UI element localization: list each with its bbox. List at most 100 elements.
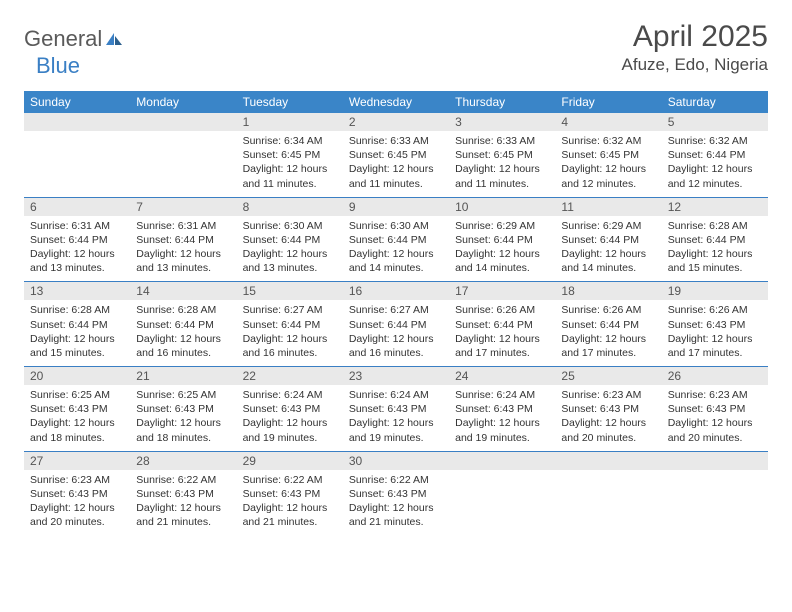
- sunset-text: Sunset: 6:43 PM: [349, 487, 443, 501]
- sunset-text: Sunset: 6:43 PM: [136, 487, 230, 501]
- daylight-text: Daylight: 12 hours and 20 minutes.: [668, 416, 762, 444]
- sunrise-text: Sunrise: 6:33 AM: [349, 134, 443, 148]
- calendar-cell: 24Sunrise: 6:24 AMSunset: 6:43 PMDayligh…: [449, 367, 555, 452]
- calendar-cell: 7Sunrise: 6:31 AMSunset: 6:44 PMDaylight…: [130, 197, 236, 282]
- sunrise-text: Sunrise: 6:31 AM: [30, 219, 124, 233]
- day-number: 1: [237, 113, 343, 131]
- day-number: 2: [343, 113, 449, 131]
- sunset-text: Sunset: 6:45 PM: [561, 148, 655, 162]
- sunset-text: Sunset: 6:43 PM: [668, 402, 762, 416]
- day-details: Sunrise: 6:22 AMSunset: 6:43 PMDaylight:…: [130, 470, 236, 536]
- day-details: Sunrise: 6:23 AMSunset: 6:43 PMDaylight:…: [555, 385, 661, 451]
- day-details: Sunrise: 6:32 AMSunset: 6:45 PMDaylight:…: [555, 131, 661, 197]
- daylight-text: Daylight: 12 hours and 19 minutes.: [455, 416, 549, 444]
- daylight-text: Daylight: 12 hours and 14 minutes.: [455, 247, 549, 275]
- day-number: 26: [662, 367, 768, 385]
- sunrise-text: Sunrise: 6:29 AM: [561, 219, 655, 233]
- sunset-text: Sunset: 6:43 PM: [30, 402, 124, 416]
- day-details: Sunrise: 6:31 AMSunset: 6:44 PMDaylight:…: [24, 216, 130, 282]
- calendar-cell: 6Sunrise: 6:31 AMSunset: 6:44 PMDaylight…: [24, 197, 130, 282]
- day-header-fri: Friday: [555, 91, 661, 113]
- sunrise-text: Sunrise: 6:27 AM: [349, 303, 443, 317]
- sunrise-text: Sunrise: 6:30 AM: [243, 219, 337, 233]
- calendar-cell: [130, 113, 236, 197]
- day-number: 20: [24, 367, 130, 385]
- day-details: Sunrise: 6:33 AMSunset: 6:45 PMDaylight:…: [449, 131, 555, 197]
- calendar-cell: 5Sunrise: 6:32 AMSunset: 6:44 PMDaylight…: [662, 113, 768, 197]
- daylight-text: Daylight: 12 hours and 13 minutes.: [30, 247, 124, 275]
- day-details: [449, 470, 555, 528]
- sunrise-text: Sunrise: 6:28 AM: [30, 303, 124, 317]
- calendar-week: 6Sunrise: 6:31 AMSunset: 6:44 PMDaylight…: [24, 197, 768, 282]
- sunrise-text: Sunrise: 6:26 AM: [561, 303, 655, 317]
- sunrise-text: Sunrise: 6:25 AM: [136, 388, 230, 402]
- day-number: 28: [130, 452, 236, 470]
- daylight-text: Daylight: 12 hours and 15 minutes.: [30, 332, 124, 360]
- sunset-text: Sunset: 6:44 PM: [243, 233, 337, 247]
- day-details: Sunrise: 6:22 AMSunset: 6:43 PMDaylight:…: [343, 470, 449, 536]
- day-header-row: Sunday Monday Tuesday Wednesday Thursday…: [24, 91, 768, 113]
- sunset-text: Sunset: 6:44 PM: [561, 233, 655, 247]
- sunset-text: Sunset: 6:43 PM: [136, 402, 230, 416]
- sunset-text: Sunset: 6:43 PM: [668, 318, 762, 332]
- daylight-text: Daylight: 12 hours and 16 minutes.: [243, 332, 337, 360]
- daylight-text: Daylight: 12 hours and 13 minutes.: [243, 247, 337, 275]
- daylight-text: Daylight: 12 hours and 16 minutes.: [136, 332, 230, 360]
- sunrise-text: Sunrise: 6:34 AM: [243, 134, 337, 148]
- day-details: Sunrise: 6:24 AMSunset: 6:43 PMDaylight:…: [343, 385, 449, 451]
- day-details: Sunrise: 6:26 AMSunset: 6:44 PMDaylight:…: [555, 300, 661, 366]
- day-details: Sunrise: 6:28 AMSunset: 6:44 PMDaylight:…: [662, 216, 768, 282]
- day-details: Sunrise: 6:26 AMSunset: 6:43 PMDaylight:…: [662, 300, 768, 366]
- day-number: 12: [662, 198, 768, 216]
- calendar-cell: 4Sunrise: 6:32 AMSunset: 6:45 PMDaylight…: [555, 113, 661, 197]
- sunset-text: Sunset: 6:44 PM: [30, 318, 124, 332]
- sunrise-text: Sunrise: 6:24 AM: [243, 388, 337, 402]
- daylight-text: Daylight: 12 hours and 21 minutes.: [136, 501, 230, 529]
- day-number: 19: [662, 282, 768, 300]
- calendar-week: 13Sunrise: 6:28 AMSunset: 6:44 PMDayligh…: [24, 282, 768, 367]
- calendar-cell: 27Sunrise: 6:23 AMSunset: 6:43 PMDayligh…: [24, 451, 130, 535]
- day-details: [130, 131, 236, 189]
- daylight-text: Daylight: 12 hours and 20 minutes.: [30, 501, 124, 529]
- calendar-cell: [555, 451, 661, 535]
- calendar-cell: 26Sunrise: 6:23 AMSunset: 6:43 PMDayligh…: [662, 367, 768, 452]
- calendar-cell: 8Sunrise: 6:30 AMSunset: 6:44 PMDaylight…: [237, 197, 343, 282]
- day-header-sun: Sunday: [24, 91, 130, 113]
- day-details: Sunrise: 6:29 AMSunset: 6:44 PMDaylight:…: [449, 216, 555, 282]
- daylight-text: Daylight: 12 hours and 11 minutes.: [243, 162, 337, 190]
- logo-text-general: General: [24, 26, 102, 52]
- calendar-week: 20Sunrise: 6:25 AMSunset: 6:43 PMDayligh…: [24, 367, 768, 452]
- day-details: Sunrise: 6:34 AMSunset: 6:45 PMDaylight:…: [237, 131, 343, 197]
- calendar-cell: 13Sunrise: 6:28 AMSunset: 6:44 PMDayligh…: [24, 282, 130, 367]
- day-number: 15: [237, 282, 343, 300]
- page-title: April 2025: [622, 20, 768, 54]
- sunrise-text: Sunrise: 6:29 AM: [455, 219, 549, 233]
- sunset-text: Sunset: 6:45 PM: [455, 148, 549, 162]
- day-number: 18: [555, 282, 661, 300]
- calendar-cell: 2Sunrise: 6:33 AMSunset: 6:45 PMDaylight…: [343, 113, 449, 197]
- sunrise-text: Sunrise: 6:32 AM: [668, 134, 762, 148]
- day-number: 16: [343, 282, 449, 300]
- sail-icon: [104, 31, 124, 47]
- day-header-mon: Monday: [130, 91, 236, 113]
- sunrise-text: Sunrise: 6:22 AM: [243, 473, 337, 487]
- daylight-text: Daylight: 12 hours and 18 minutes.: [136, 416, 230, 444]
- calendar-cell: 12Sunrise: 6:28 AMSunset: 6:44 PMDayligh…: [662, 197, 768, 282]
- sunset-text: Sunset: 6:43 PM: [243, 402, 337, 416]
- sunset-text: Sunset: 6:45 PM: [349, 148, 443, 162]
- day-number: 7: [130, 198, 236, 216]
- day-number: 11: [555, 198, 661, 216]
- day-details: Sunrise: 6:27 AMSunset: 6:44 PMDaylight:…: [237, 300, 343, 366]
- calendar-cell: [662, 451, 768, 535]
- daylight-text: Daylight: 12 hours and 14 minutes.: [349, 247, 443, 275]
- calendar-table: Sunday Monday Tuesday Wednesday Thursday…: [24, 91, 768, 535]
- calendar-cell: 1Sunrise: 6:34 AMSunset: 6:45 PMDaylight…: [237, 113, 343, 197]
- logo-text-blue: Blue: [36, 53, 80, 78]
- daylight-text: Daylight: 12 hours and 17 minutes.: [455, 332, 549, 360]
- sunrise-text: Sunrise: 6:27 AM: [243, 303, 337, 317]
- day-header-thu: Thursday: [449, 91, 555, 113]
- calendar-cell: 30Sunrise: 6:22 AMSunset: 6:43 PMDayligh…: [343, 451, 449, 535]
- logo: General: [24, 26, 126, 52]
- sunrise-text: Sunrise: 6:22 AM: [349, 473, 443, 487]
- day-number: [24, 113, 130, 131]
